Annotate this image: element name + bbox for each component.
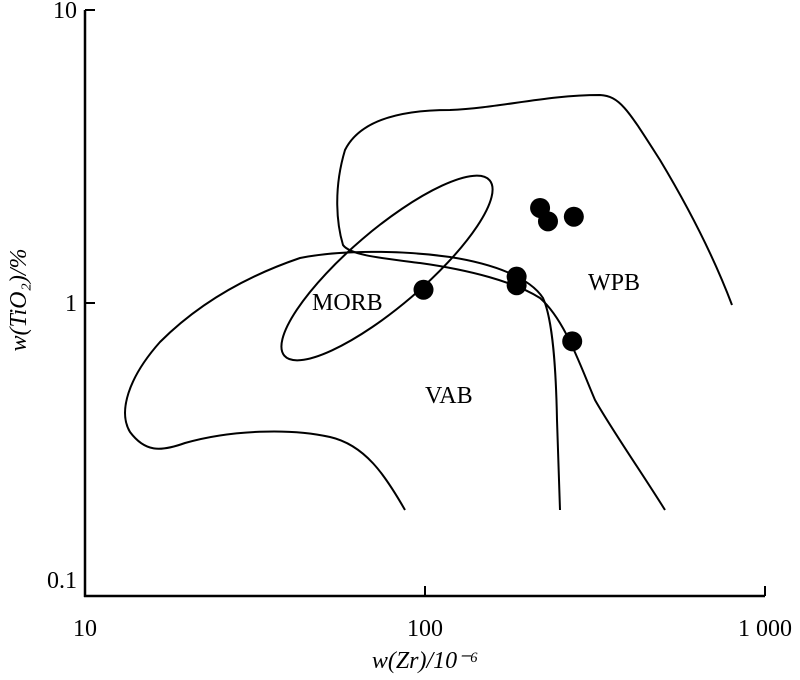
annotation: WPB — [588, 270, 640, 296]
y-tick-label: 0.1 — [47, 568, 77, 594]
vab-boundary — [124, 250, 561, 511]
point — [563, 206, 584, 227]
x-axis-label: w(Zr)/10⁻⁶ — [372, 648, 478, 674]
y-axis-label: w(TiO₂)/% — [6, 248, 32, 351]
annotation: VAB — [425, 383, 473, 409]
point — [562, 331, 583, 352]
field-boundaries — [124, 93, 733, 511]
annotation: MORB — [312, 290, 383, 316]
point — [506, 275, 527, 296]
x-tick-label: 10 — [73, 616, 97, 642]
x-tick-label: 1 000 — [738, 616, 792, 642]
wpb-boundary — [336, 93, 733, 511]
y-tick-label: 1 — [65, 291, 77, 317]
point — [413, 279, 434, 300]
x-tick-label: 100 — [407, 616, 443, 642]
point — [537, 211, 558, 232]
morb-boundary — [280, 174, 494, 362]
y-tick-label: 10 — [53, 0, 77, 24]
